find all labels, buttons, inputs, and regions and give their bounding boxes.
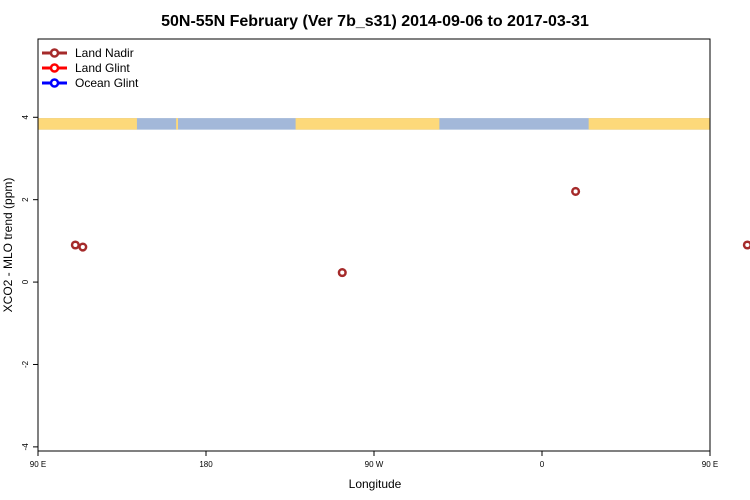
legend-marker [49, 78, 60, 88]
x-axis-label: Longitude [349, 477, 402, 491]
data-points [70, 186, 750, 278]
land-segment [176, 118, 178, 130]
x-tick-label: 90 E [30, 460, 46, 469]
x-tick-label: 0 [540, 460, 545, 469]
land-ocean-strip [38, 118, 710, 130]
y-tick-label: 0 [21, 279, 30, 284]
legend-label: Land Glint [75, 61, 130, 75]
y-tick-label: 2 [21, 197, 30, 202]
legend-marker [49, 63, 60, 73]
legend-label: Ocean Glint [75, 76, 139, 90]
data-point [337, 268, 347, 278]
data-point [70, 240, 80, 250]
x-tick-label: 90 E [702, 460, 718, 469]
land-segment [588, 118, 710, 130]
x-tick-label: 180 [199, 460, 213, 469]
data-point [742, 240, 750, 250]
data-point [78, 242, 88, 252]
legend-marker [49, 48, 60, 58]
y-tick-label: -2 [21, 360, 30, 368]
y-tick-label: 4 [21, 115, 30, 120]
y-axis: -4 -2 0 2 4 [21, 115, 38, 451]
chart-title: 50N-55N February (Ver 7b_s31) 2014-09-06… [161, 13, 589, 30]
y-axis-label: XCO2 - MLO trend (ppm) [1, 178, 15, 313]
x-tick-label: 90 W [365, 460, 384, 469]
data-point [571, 186, 581, 196]
land-segment [295, 118, 440, 130]
legend-label: Land Nadir [75, 46, 134, 60]
y-tick-label: -4 [21, 443, 30, 451]
land-segment [38, 118, 137, 130]
plot-area [37, 38, 711, 452]
x-axis: 90 E 180 90 W 0 90 E [30, 451, 718, 469]
